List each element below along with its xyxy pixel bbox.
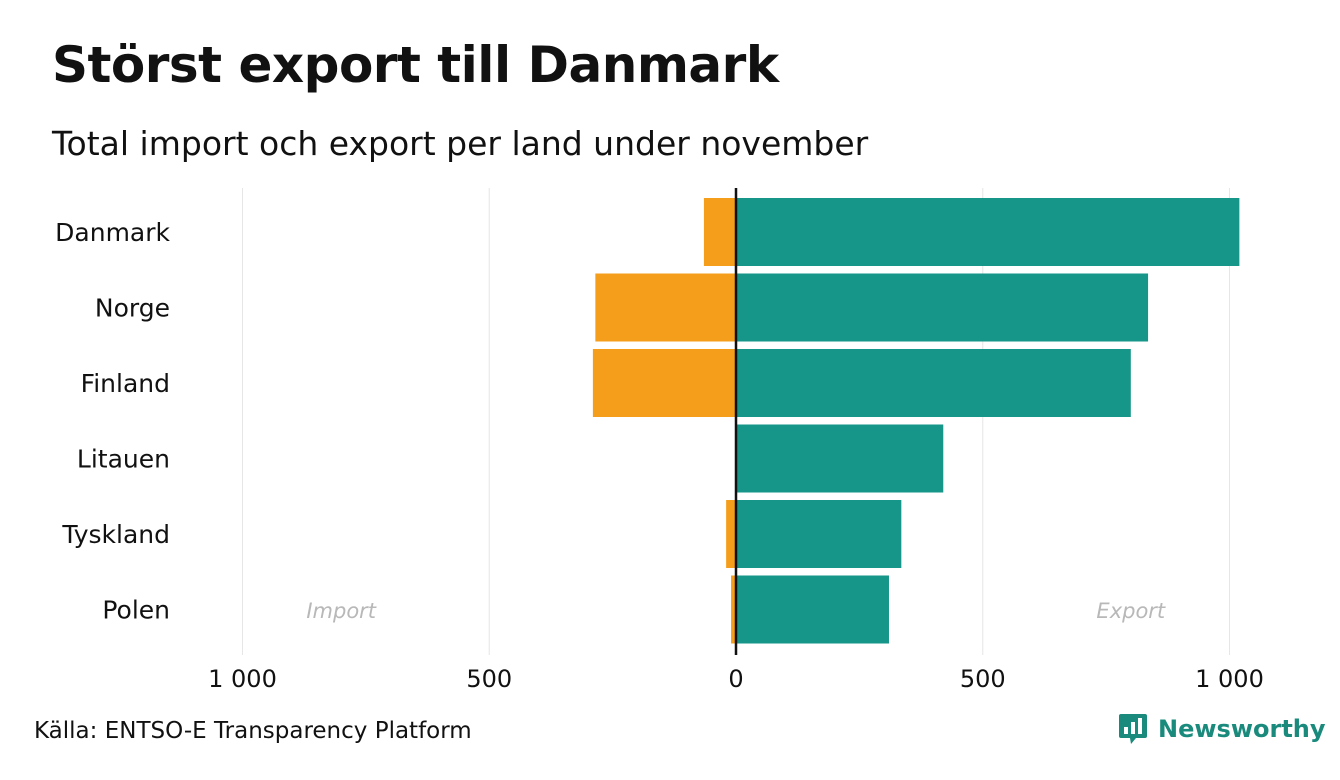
category-label: Norge — [95, 294, 170, 323]
import-region-label: Import — [306, 599, 376, 623]
export-bar — [736, 500, 902, 568]
import-bar — [703, 198, 736, 266]
x-tick-label: 500 — [960, 665, 1006, 693]
export-region-label: Export — [1096, 599, 1166, 623]
category-label: Tyskland — [61, 520, 170, 549]
import-bar — [595, 273, 736, 342]
x-tick-label: 1 000 — [1195, 665, 1264, 693]
brand-logo: Newsworthy — [1118, 712, 1326, 746]
chart-title: Störst export till Danmark — [52, 36, 779, 94]
category-label: Polen — [102, 596, 170, 625]
brand-name: Newsworthy — [1158, 715, 1326, 743]
import-bar — [592, 349, 736, 417]
export-bar — [736, 575, 889, 644]
export-bar — [736, 349, 1131, 417]
import-bar — [731, 575, 736, 644]
x-tick-label: 500 — [466, 665, 512, 693]
category-label: Danmark — [55, 218, 170, 247]
bar-layer — [592, 188, 1240, 655]
export-bar — [736, 424, 944, 493]
category-label: Finland — [81, 369, 170, 398]
export-bar — [736, 273, 1149, 342]
x-tick-label: 1 000 — [208, 665, 277, 693]
import-bar — [726, 500, 736, 568]
label-layer: 1 000 500 0 500 1 000 Import Export Danmark Norg… — [55, 218, 1264, 693]
export-bar — [736, 198, 1240, 266]
category-label: Litauen — [77, 445, 170, 474]
x-tick-label: 0 — [728, 665, 743, 693]
source-note: Källa: ENTSO-E Transparency Platform — [34, 718, 472, 744]
newsworthy-logo-icon — [1119, 714, 1147, 744]
chart-subtitle: Total import och export per land under n… — [52, 124, 869, 163]
